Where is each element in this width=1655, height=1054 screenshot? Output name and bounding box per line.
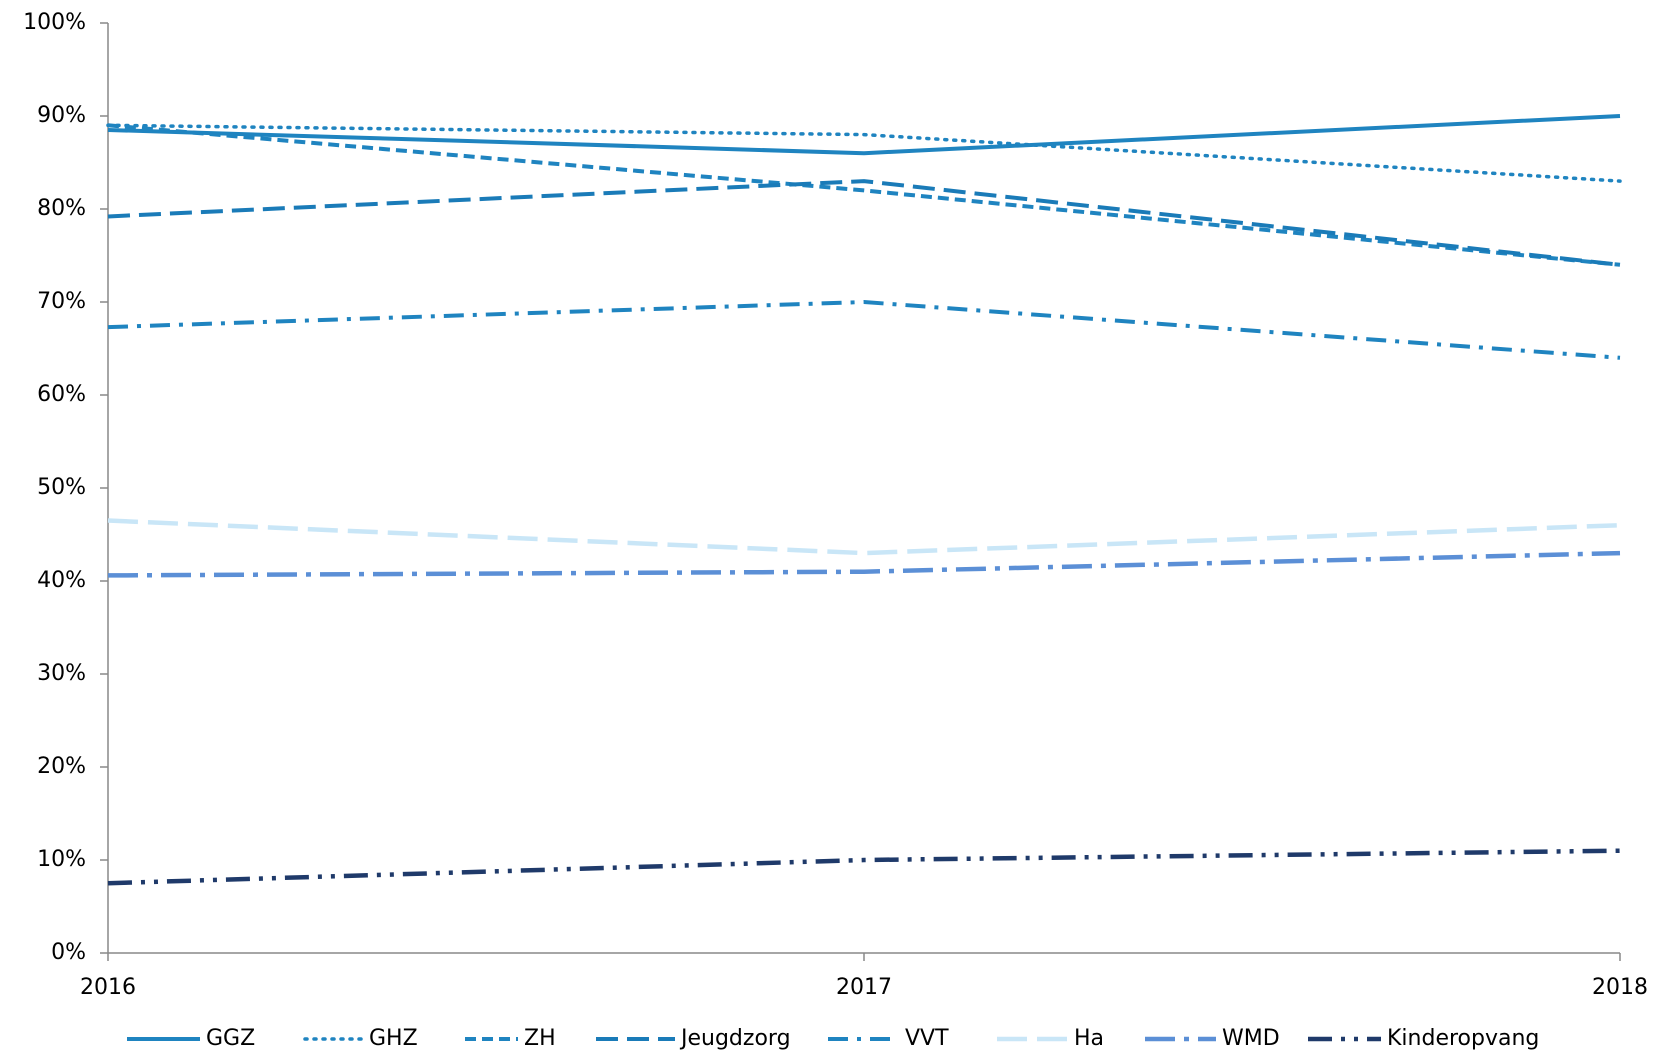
y-tick-label: 90%: [37, 103, 86, 128]
y-tick-label: 50%: [37, 475, 86, 500]
legend-label: ZH: [524, 1026, 556, 1051]
legend-label: VVT: [905, 1026, 949, 1051]
x-tick-label: 2018: [1592, 975, 1648, 1000]
series-line: [107, 179, 1621, 267]
series-line: [107, 848, 1621, 886]
series-line: [107, 123, 1621, 267]
x-tick-label: 2016: [80, 975, 136, 1000]
legend-label: GHZ: [369, 1026, 418, 1051]
y-tick-label: 80%: [37, 196, 86, 221]
y-tick-label: 10%: [37, 847, 86, 872]
legend-label: WMD: [1222, 1026, 1280, 1051]
x-tick-label: 2017: [836, 975, 892, 1000]
y-tick-label: 70%: [37, 289, 86, 314]
series-line: [107, 114, 1621, 156]
y-tick-label: 100%: [23, 10, 86, 35]
legend-label: Kinderopvang: [1387, 1026, 1539, 1051]
y-tick-label: 40%: [37, 568, 86, 593]
series-line: [107, 299, 1621, 360]
legend-label: GGZ: [206, 1026, 255, 1051]
y-tick-label: 30%: [37, 661, 86, 686]
series-line: [106, 123, 1622, 183]
legend-label: Ha: [1074, 1026, 1104, 1051]
y-tick-label: 20%: [37, 754, 86, 779]
y-tick-label: 0%: [51, 940, 86, 965]
series-line: [107, 550, 1621, 578]
legend-label: Jeugdzorg: [679, 1026, 791, 1051]
y-tick-label: 60%: [37, 382, 86, 407]
series-line: [107, 518, 1621, 556]
